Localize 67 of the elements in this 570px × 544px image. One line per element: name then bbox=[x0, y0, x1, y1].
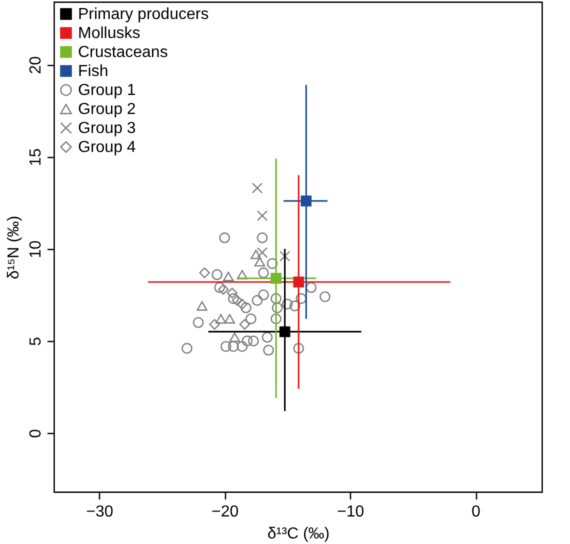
point bbox=[192, 317, 204, 328]
point bbox=[270, 293, 282, 304]
point bbox=[215, 314, 226, 324]
legend-label: Mollusks bbox=[78, 25, 140, 42]
point bbox=[199, 267, 210, 278]
point bbox=[279, 250, 290, 262]
x-axis-title: δ¹³C (‰) bbox=[267, 526, 330, 542]
point bbox=[220, 341, 232, 352]
point bbox=[258, 290, 269, 300]
point bbox=[218, 284, 229, 295]
point bbox=[209, 318, 220, 330]
point bbox=[222, 272, 234, 282]
point bbox=[239, 318, 250, 330]
point bbox=[182, 342, 192, 354]
point bbox=[320, 291, 330, 302]
legend-label: Group 2 bbox=[78, 101, 136, 118]
y-tick-label: 0 bbox=[28, 429, 44, 438]
point bbox=[219, 232, 230, 244]
point bbox=[258, 267, 269, 278]
y-tick-label: 15 bbox=[28, 148, 44, 166]
point bbox=[256, 232, 268, 244]
point bbox=[306, 282, 317, 293]
point bbox=[263, 344, 274, 356]
y-tick-label: 10 bbox=[28, 240, 44, 258]
point bbox=[229, 332, 240, 342]
y-tick-label: 5 bbox=[28, 336, 44, 346]
point bbox=[248, 336, 259, 346]
legend-label: Group 4 bbox=[78, 139, 136, 156]
point bbox=[282, 298, 293, 310]
point bbox=[272, 302, 283, 314]
x-tick-label: −20 bbox=[212, 504, 239, 520]
point bbox=[242, 336, 253, 346]
point bbox=[228, 341, 239, 352]
point bbox=[256, 210, 268, 222]
legend-label: Group 3 bbox=[78, 120, 136, 137]
point bbox=[246, 313, 256, 324]
point bbox=[293, 342, 304, 354]
point bbox=[240, 302, 252, 314]
legend-label: Crustaceans bbox=[78, 44, 168, 61]
point bbox=[270, 313, 282, 324]
point bbox=[256, 247, 268, 258]
point bbox=[228, 293, 239, 304]
point bbox=[226, 288, 238, 298]
legend-label: Fish bbox=[78, 63, 108, 80]
point bbox=[250, 250, 262, 260]
point bbox=[236, 341, 248, 352]
point bbox=[252, 182, 263, 194]
x-tick-label: −30 bbox=[86, 504, 114, 520]
legend-label: Primary producers bbox=[78, 6, 209, 23]
point bbox=[254, 256, 266, 266]
point bbox=[224, 314, 236, 324]
y-tick-label: 20 bbox=[28, 56, 44, 74]
point bbox=[296, 293, 307, 304]
point bbox=[232, 295, 243, 306]
y-axis-title: δ¹⁵N (‰) bbox=[6, 216, 22, 280]
point bbox=[236, 298, 248, 310]
point bbox=[212, 269, 222, 280]
point bbox=[289, 300, 300, 312]
point bbox=[196, 301, 208, 311]
point bbox=[262, 332, 273, 343]
point bbox=[214, 282, 225, 293]
x-tick-label: −10 bbox=[336, 504, 364, 520]
x-tick-label: 0 bbox=[472, 504, 481, 520]
legend-label: Group 1 bbox=[78, 82, 136, 99]
point bbox=[252, 295, 263, 306]
point bbox=[236, 270, 248, 280]
point bbox=[266, 258, 278, 269]
